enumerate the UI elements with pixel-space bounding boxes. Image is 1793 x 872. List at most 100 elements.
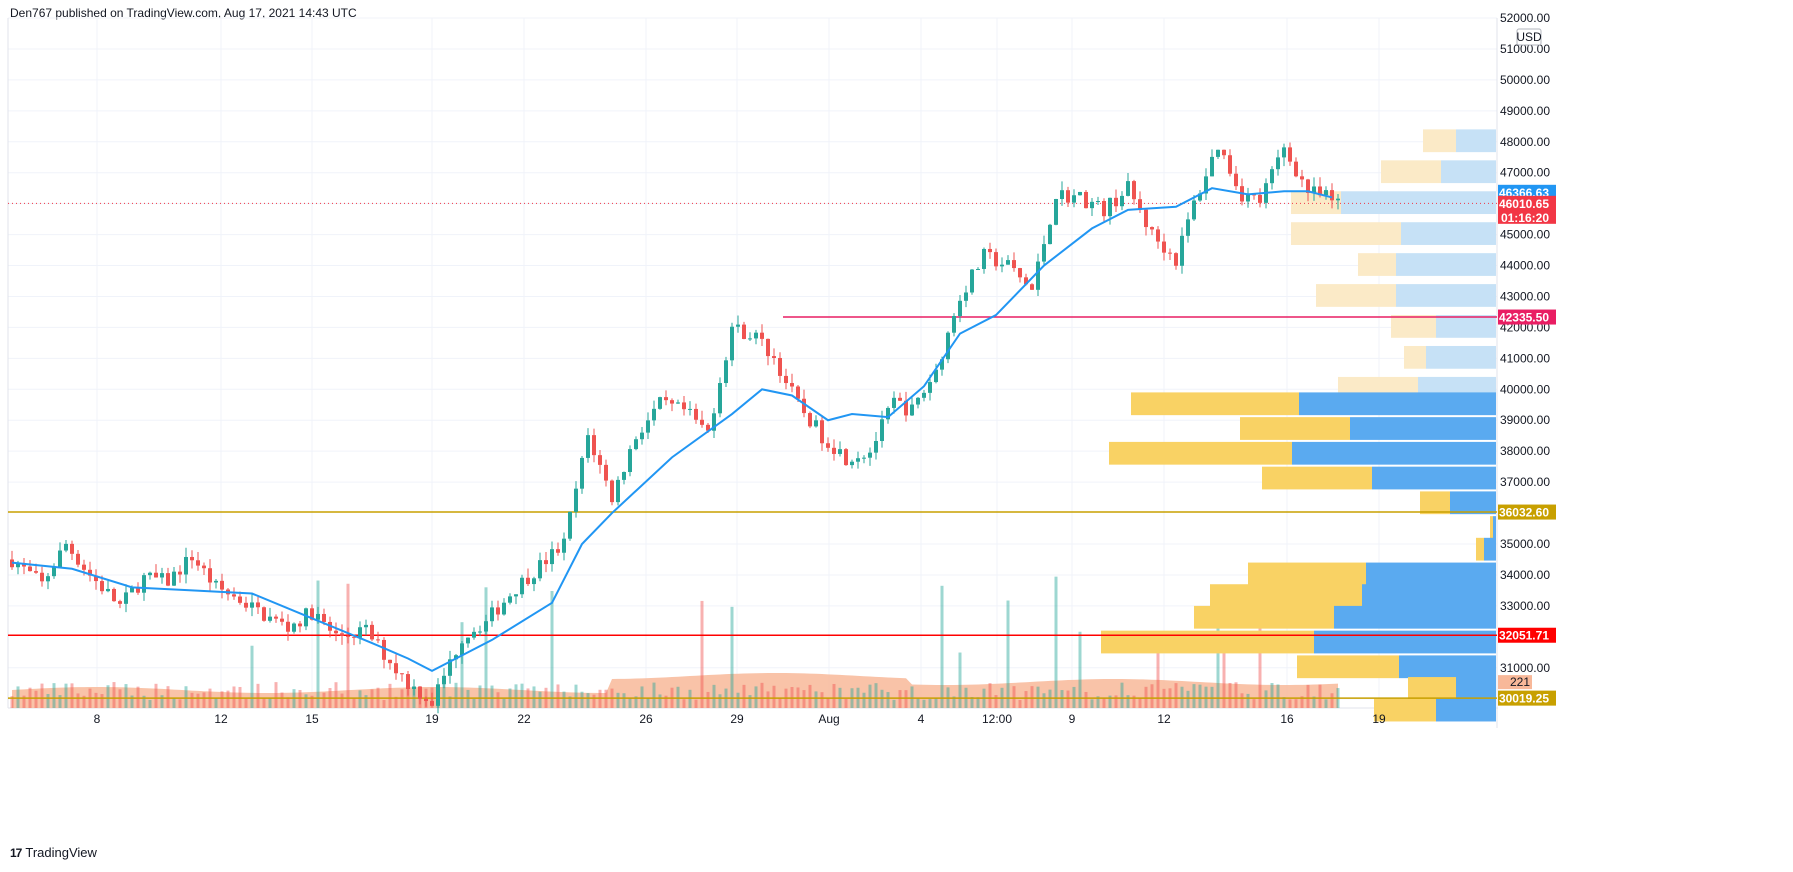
candle-body (1078, 191, 1082, 196)
publisher-caption: Den767 published on TradingView.com, Aug… (10, 6, 357, 20)
volume-bar (1276, 684, 1280, 708)
volume-bar (742, 684, 746, 708)
volume-bar (268, 697, 272, 708)
candle-body (844, 449, 848, 466)
volume-profile-down-bar (1423, 129, 1456, 153)
volume-profile-down-bar (1490, 516, 1493, 539)
candle-body (664, 397, 668, 401)
volume-bar (1060, 690, 1064, 708)
volume-bar (772, 685, 776, 708)
candle-body (1198, 193, 1202, 201)
volume-bar (112, 682, 116, 708)
price-axis-background (1498, 0, 1561, 728)
price-tick-label: 50000.00 (1500, 73, 1550, 87)
candle-body (52, 567, 56, 577)
candle-body (472, 631, 476, 638)
candle-body (94, 575, 98, 582)
volume-bar (958, 652, 962, 708)
volume-profile-down-bar (1316, 284, 1396, 307)
candle-body (640, 432, 644, 440)
candle-body (982, 248, 986, 269)
volume-profile-down-bar (1358, 253, 1396, 276)
candle-body (100, 581, 104, 592)
candle-body (352, 636, 356, 638)
candle-body (820, 420, 824, 444)
volume-bar (136, 686, 140, 708)
candle-body (634, 439, 638, 450)
volume-bar (994, 695, 998, 708)
volume-bar (1198, 684, 1202, 708)
volume-bar (766, 691, 770, 708)
price-tick-label: 45000.00 (1500, 228, 1550, 242)
volume-bar (298, 689, 302, 708)
volume-bar (160, 695, 164, 708)
candle-body (958, 300, 962, 317)
candle-body (532, 578, 536, 585)
volume-bar (172, 698, 176, 708)
candle-body (604, 464, 608, 481)
candle-body (862, 457, 866, 459)
price-tick-label: 38000.00 (1500, 444, 1550, 458)
candle-body (1108, 197, 1112, 217)
candle-body (304, 608, 308, 627)
candle-body (208, 568, 212, 583)
price-tick-label: 33000.00 (1500, 599, 1550, 613)
candle-body (736, 324, 740, 327)
candle-body (772, 356, 776, 358)
volume-bar (490, 685, 494, 708)
candle-body (1252, 194, 1256, 196)
currency-label: USD (1516, 30, 1542, 44)
candle-body (1090, 201, 1094, 209)
candle-body (1330, 190, 1334, 201)
candle-body (1216, 149, 1220, 157)
volume-bar (226, 690, 230, 708)
candle-body (964, 292, 968, 301)
volume-bar (40, 683, 44, 708)
candle-body (946, 332, 950, 360)
price-tick-label: 44000.00 (1500, 259, 1550, 273)
volume-bar (358, 690, 362, 708)
candle-body (112, 588, 116, 602)
candle-body (430, 701, 434, 706)
volume-bar (514, 684, 518, 708)
volume-bar (730, 606, 734, 708)
candle-body (316, 613, 320, 620)
candle-body (484, 621, 488, 632)
volume-bar (214, 697, 218, 708)
candle-body (814, 420, 818, 427)
candle-body (826, 443, 830, 448)
volume-bar (706, 691, 710, 708)
candle-body (778, 357, 782, 376)
candle-body (238, 596, 242, 603)
volume-bar (1318, 684, 1322, 708)
candle-body (496, 607, 500, 615)
volume-bar (814, 691, 818, 708)
level-label: 30019.25 (1499, 692, 1549, 706)
candle-body (760, 332, 764, 339)
candle-body (526, 577, 530, 585)
candle-body (1288, 147, 1292, 162)
volume-bar (862, 692, 866, 708)
candle-body (244, 602, 248, 608)
volume-bar (598, 689, 602, 708)
volume-bar (340, 693, 344, 708)
volume-bar (1096, 696, 1100, 708)
volume-bar (754, 686, 758, 708)
volume-bar (148, 699, 152, 708)
volume-bar (460, 622, 464, 708)
candle-body (1234, 173, 1238, 187)
volume-bar (1300, 696, 1304, 708)
time-tick-label: 29 (730, 712, 744, 726)
volume-bar (304, 694, 308, 708)
candle-body (952, 316, 956, 333)
price-tick-label: 52000.00 (1500, 11, 1550, 25)
candle-body (1180, 235, 1184, 266)
volume-value-label: 221 (1510, 675, 1530, 689)
candle-body (856, 458, 860, 462)
volume-bar (628, 698, 632, 708)
candle-body (40, 572, 44, 582)
volume-bar (484, 587, 488, 708)
tradingview-footer[interactable]: 17 TradingView (10, 845, 97, 860)
candle-body (1210, 156, 1214, 177)
